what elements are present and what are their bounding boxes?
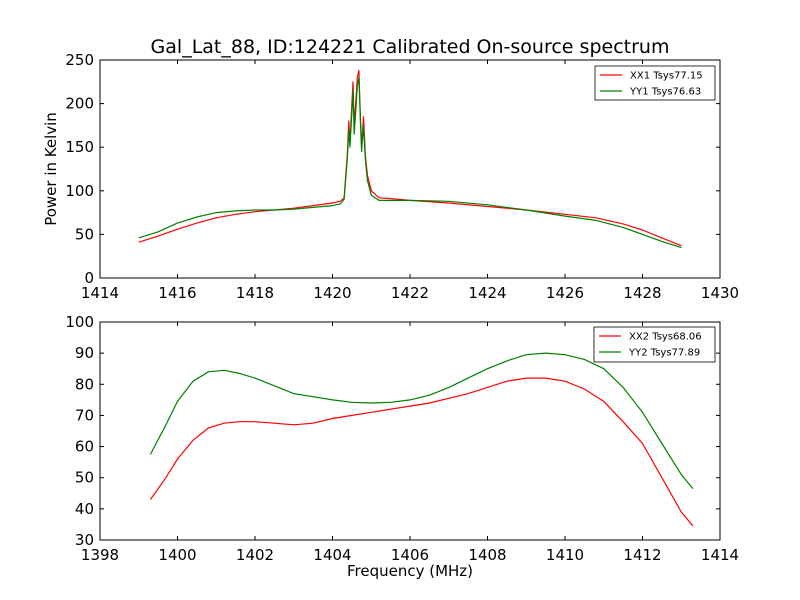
x-tick-label: 1418 (236, 284, 274, 302)
x-tick-label: 1402 (236, 546, 274, 564)
bottom-plot-series (149, 352, 694, 527)
chart-title: Gal_Lat_88, ID:124221 Calibrated On-sour… (151, 36, 670, 58)
x-tick-label: 1420 (313, 284, 351, 302)
x-tick-label: 1404 (313, 546, 351, 564)
bottom-plot-ticks: 1398 1400 1402 1404 1406 1408 1410 1412 1414 30 40… (65, 313, 739, 564)
y-tick-label: 50 (75, 225, 94, 243)
y-tick-label: 50 (75, 469, 94, 487)
x-tick-label: 1414 (701, 546, 739, 564)
y-tick-label: 100 (65, 182, 94, 200)
x-tick-label: 1410 (546, 546, 584, 564)
y-tick-label: 100 (65, 313, 94, 331)
y-tick-label: 0 (84, 269, 94, 287)
series-line-yy (149, 352, 694, 489)
y-tick-label: 40 (75, 500, 94, 518)
top-legend-box (594, 65, 716, 101)
x-tick-label: 1414 (81, 284, 119, 302)
bottom-legend-label-yy2: YY2 Tsys77.89 (628, 348, 700, 359)
y-tick-label: 90 (75, 344, 94, 362)
y-tick-label: 200 (65, 95, 94, 113)
x-tick-label: 1428 (623, 284, 661, 302)
x-tick-label: 1422 (391, 284, 429, 302)
bottom-legend-label-xx2: XX2 Tsys68.06 (629, 332, 702, 343)
top-plot-series (138, 69, 682, 249)
x-tick-label: 1408 (468, 546, 506, 564)
bottom-plot: 1398 1400 1402 1404 1406 1408 1410 1412 1414 30 40… (65, 313, 739, 580)
bottom-plot-legend: XX2 Tsys68.06 YY2 Tsys77.89 (593, 326, 716, 363)
y-tick-label: 80 (75, 375, 94, 393)
top-legend-label-yy1: YY1 Tsys76.63 (629, 87, 701, 98)
y-tick-label: 250 (65, 51, 94, 69)
top-plot-legend: XX1 Tsys77.15 YY1 Tsys76.63 (594, 65, 716, 101)
x-tick-label: 1400 (158, 546, 196, 564)
top-plot: 1414 1416 1418 1420 1422 1424 1426 1428 1430 0 50 1… (42, 51, 739, 302)
series-line-yy (138, 76, 682, 249)
bottom-legend-box (593, 326, 716, 363)
y-tick-label: 30 (75, 531, 94, 549)
x-tick-label: 1424 (468, 284, 506, 302)
series-line-xx (149, 377, 694, 527)
top-plot-ylabel: Power in Kelvin (42, 112, 60, 226)
top-legend-label-xx1: XX1 Tsys77.15 (630, 71, 703, 82)
x-tick-label: 1406 (391, 546, 429, 564)
x-tick-label: 1412 (623, 546, 661, 564)
x-tick-label: 1416 (158, 284, 196, 302)
y-tick-label: 60 (75, 438, 94, 456)
bottom-plot-xlabel: Frequency (MHz) (347, 562, 473, 580)
y-tick-label: 150 (65, 138, 94, 156)
x-tick-label: 1426 (546, 284, 584, 302)
x-tick-label: 1430 (701, 284, 739, 302)
top-plot-ticks: 1414 1416 1418 1420 1422 1424 1426 1428 1430 0 50 1… (65, 51, 739, 302)
x-tick-label: 1398 (81, 546, 119, 564)
y-tick-label: 70 (75, 406, 94, 424)
